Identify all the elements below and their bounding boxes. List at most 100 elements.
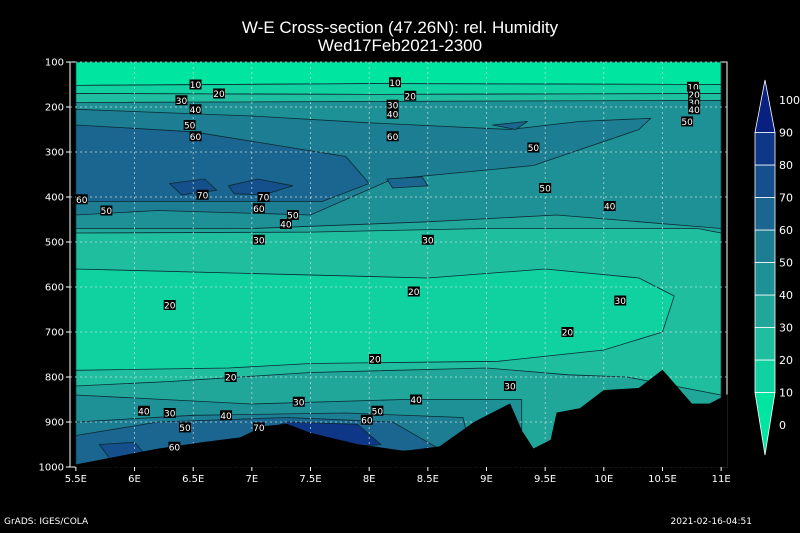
contour-label: 20 [225, 374, 237, 384]
contour-label: 70 [253, 424, 265, 434]
colorbar-label: 50 [779, 257, 793, 270]
contour-label: 20 [562, 329, 574, 339]
colorbar-label: 0 [779, 419, 786, 432]
contour-label: 20 [369, 356, 381, 366]
contour-label: 50 [101, 207, 113, 217]
contour-label-bg [688, 104, 701, 115]
contour-label: 30 [293, 398, 305, 408]
colorbar-label: 30 [779, 322, 793, 335]
contour-label-bg [220, 410, 233, 421]
colorbar-segment [754, 164, 776, 198]
contour-label-bg [189, 131, 202, 142]
x-tick-label: 8.5E [417, 474, 439, 485]
contour-label-bg [686, 81, 699, 92]
contour-label: 50 [287, 212, 299, 222]
contour-label: 20 [164, 302, 176, 312]
terrain-mask [75, 369, 728, 468]
x-tick-label: 10.5E [648, 474, 677, 485]
contour-label: 30 [422, 236, 434, 246]
contour-label-bg [189, 79, 202, 90]
contour-label-bg [257, 192, 270, 202]
contour-label: 40 [138, 407, 150, 417]
contour-label-bg [688, 89, 701, 100]
x-tick-label: 9E [480, 474, 493, 485]
contour-label: 20 [688, 91, 700, 101]
contour-label-bg [404, 90, 417, 101]
y-tick-label: 800 [45, 373, 64, 384]
colorbar-label: 90 [779, 127, 793, 140]
contour-label-bg [681, 116, 694, 127]
footer-timestamp: 2021-02-16-04:51 [670, 517, 753, 527]
contour-label: 50 [184, 122, 196, 132]
y-tick-label: 100 [45, 58, 64, 69]
y-tick-label: 400 [45, 193, 64, 204]
contour-label-bg [539, 183, 552, 193]
colorbar-segment [754, 359, 776, 393]
contour-label: 70 [258, 194, 270, 204]
y-tick-label: 200 [45, 103, 64, 114]
contour-label-bg [614, 295, 627, 306]
colorbar-label: 80 [779, 159, 793, 172]
footer-credit: GrADS: IGES/COLA [4, 517, 89, 527]
x-tick-label: 9.5E [534, 474, 556, 485]
colorbar-label: 100 [779, 94, 800, 107]
x-tick-label: 6E [128, 474, 141, 485]
y-tick-label: 300 [45, 148, 64, 159]
colorbar-segment [754, 197, 776, 231]
contour-label: 40 [410, 396, 422, 406]
contour-label-bg [163, 300, 176, 310]
contour-label: 60 [387, 133, 399, 143]
colorbar-segment [754, 392, 776, 456]
contour-label: 40 [190, 106, 202, 116]
contour-label: 50 [539, 185, 551, 195]
contour-label-bg [386, 108, 399, 119]
contour-label: 50 [681, 118, 693, 128]
colorbar-segment [754, 132, 776, 166]
contour-label-bg [183, 120, 196, 130]
contour-label: 30 [176, 97, 188, 107]
contour-label-bg [279, 219, 292, 229]
x-tick-label: 6.5E [182, 474, 204, 485]
contour-label-bg [503, 381, 516, 391]
y-tick-label: 600 [45, 283, 64, 294]
contour-label: 30 [688, 99, 700, 109]
colorbar-label: 10 [779, 387, 793, 400]
contour-label: 50 [528, 144, 540, 154]
contour-label-bg [178, 422, 191, 433]
contour-label: 30 [615, 297, 627, 307]
chart-title: W-E Cross-section (47.26N): rel. Humidit… [241, 18, 559, 37]
contour-label-bg [252, 422, 265, 433]
core-70-80-b [227, 178, 294, 196]
contour-label: 10 [687, 83, 699, 93]
band-20-30-top [75, 93, 722, 103]
contour-label-bg [603, 201, 616, 211]
contour-label: 10 [190, 81, 202, 91]
contour-label-bg [561, 327, 574, 337]
x-tick-label: 10E [594, 474, 613, 485]
colorbar-segment [754, 327, 776, 361]
contour-label: 60 [361, 416, 373, 426]
contour-label: 20 [213, 90, 225, 100]
contour-label-bg [410, 394, 423, 405]
contour-label-bg [212, 88, 225, 99]
contour-label: 40 [604, 203, 616, 213]
contour-label-bg [292, 396, 305, 407]
colorbar-label: 70 [779, 192, 793, 205]
contour-label-bg [168, 441, 181, 452]
x-tick-label: 7.5E [299, 474, 321, 485]
contour-label: 30 [164, 410, 176, 420]
contour-label: 50 [372, 407, 384, 417]
contour-label-bg [388, 77, 401, 88]
contour-label-bg [527, 142, 540, 153]
contour-label: 60 [76, 196, 88, 206]
contour-label: 40 [220, 412, 232, 422]
contour-label-bg [369, 354, 382, 364]
y-tick-label: 700 [45, 328, 64, 339]
chart-subtitle: Wed17Feb2021-2300 [317, 36, 483, 55]
core-60-70-east [386, 176, 429, 189]
contour-label: 10 [389, 79, 401, 89]
contour-label-bg [386, 99, 399, 110]
contour-label-bg [224, 372, 237, 382]
contour-label-bg [421, 234, 434, 245]
